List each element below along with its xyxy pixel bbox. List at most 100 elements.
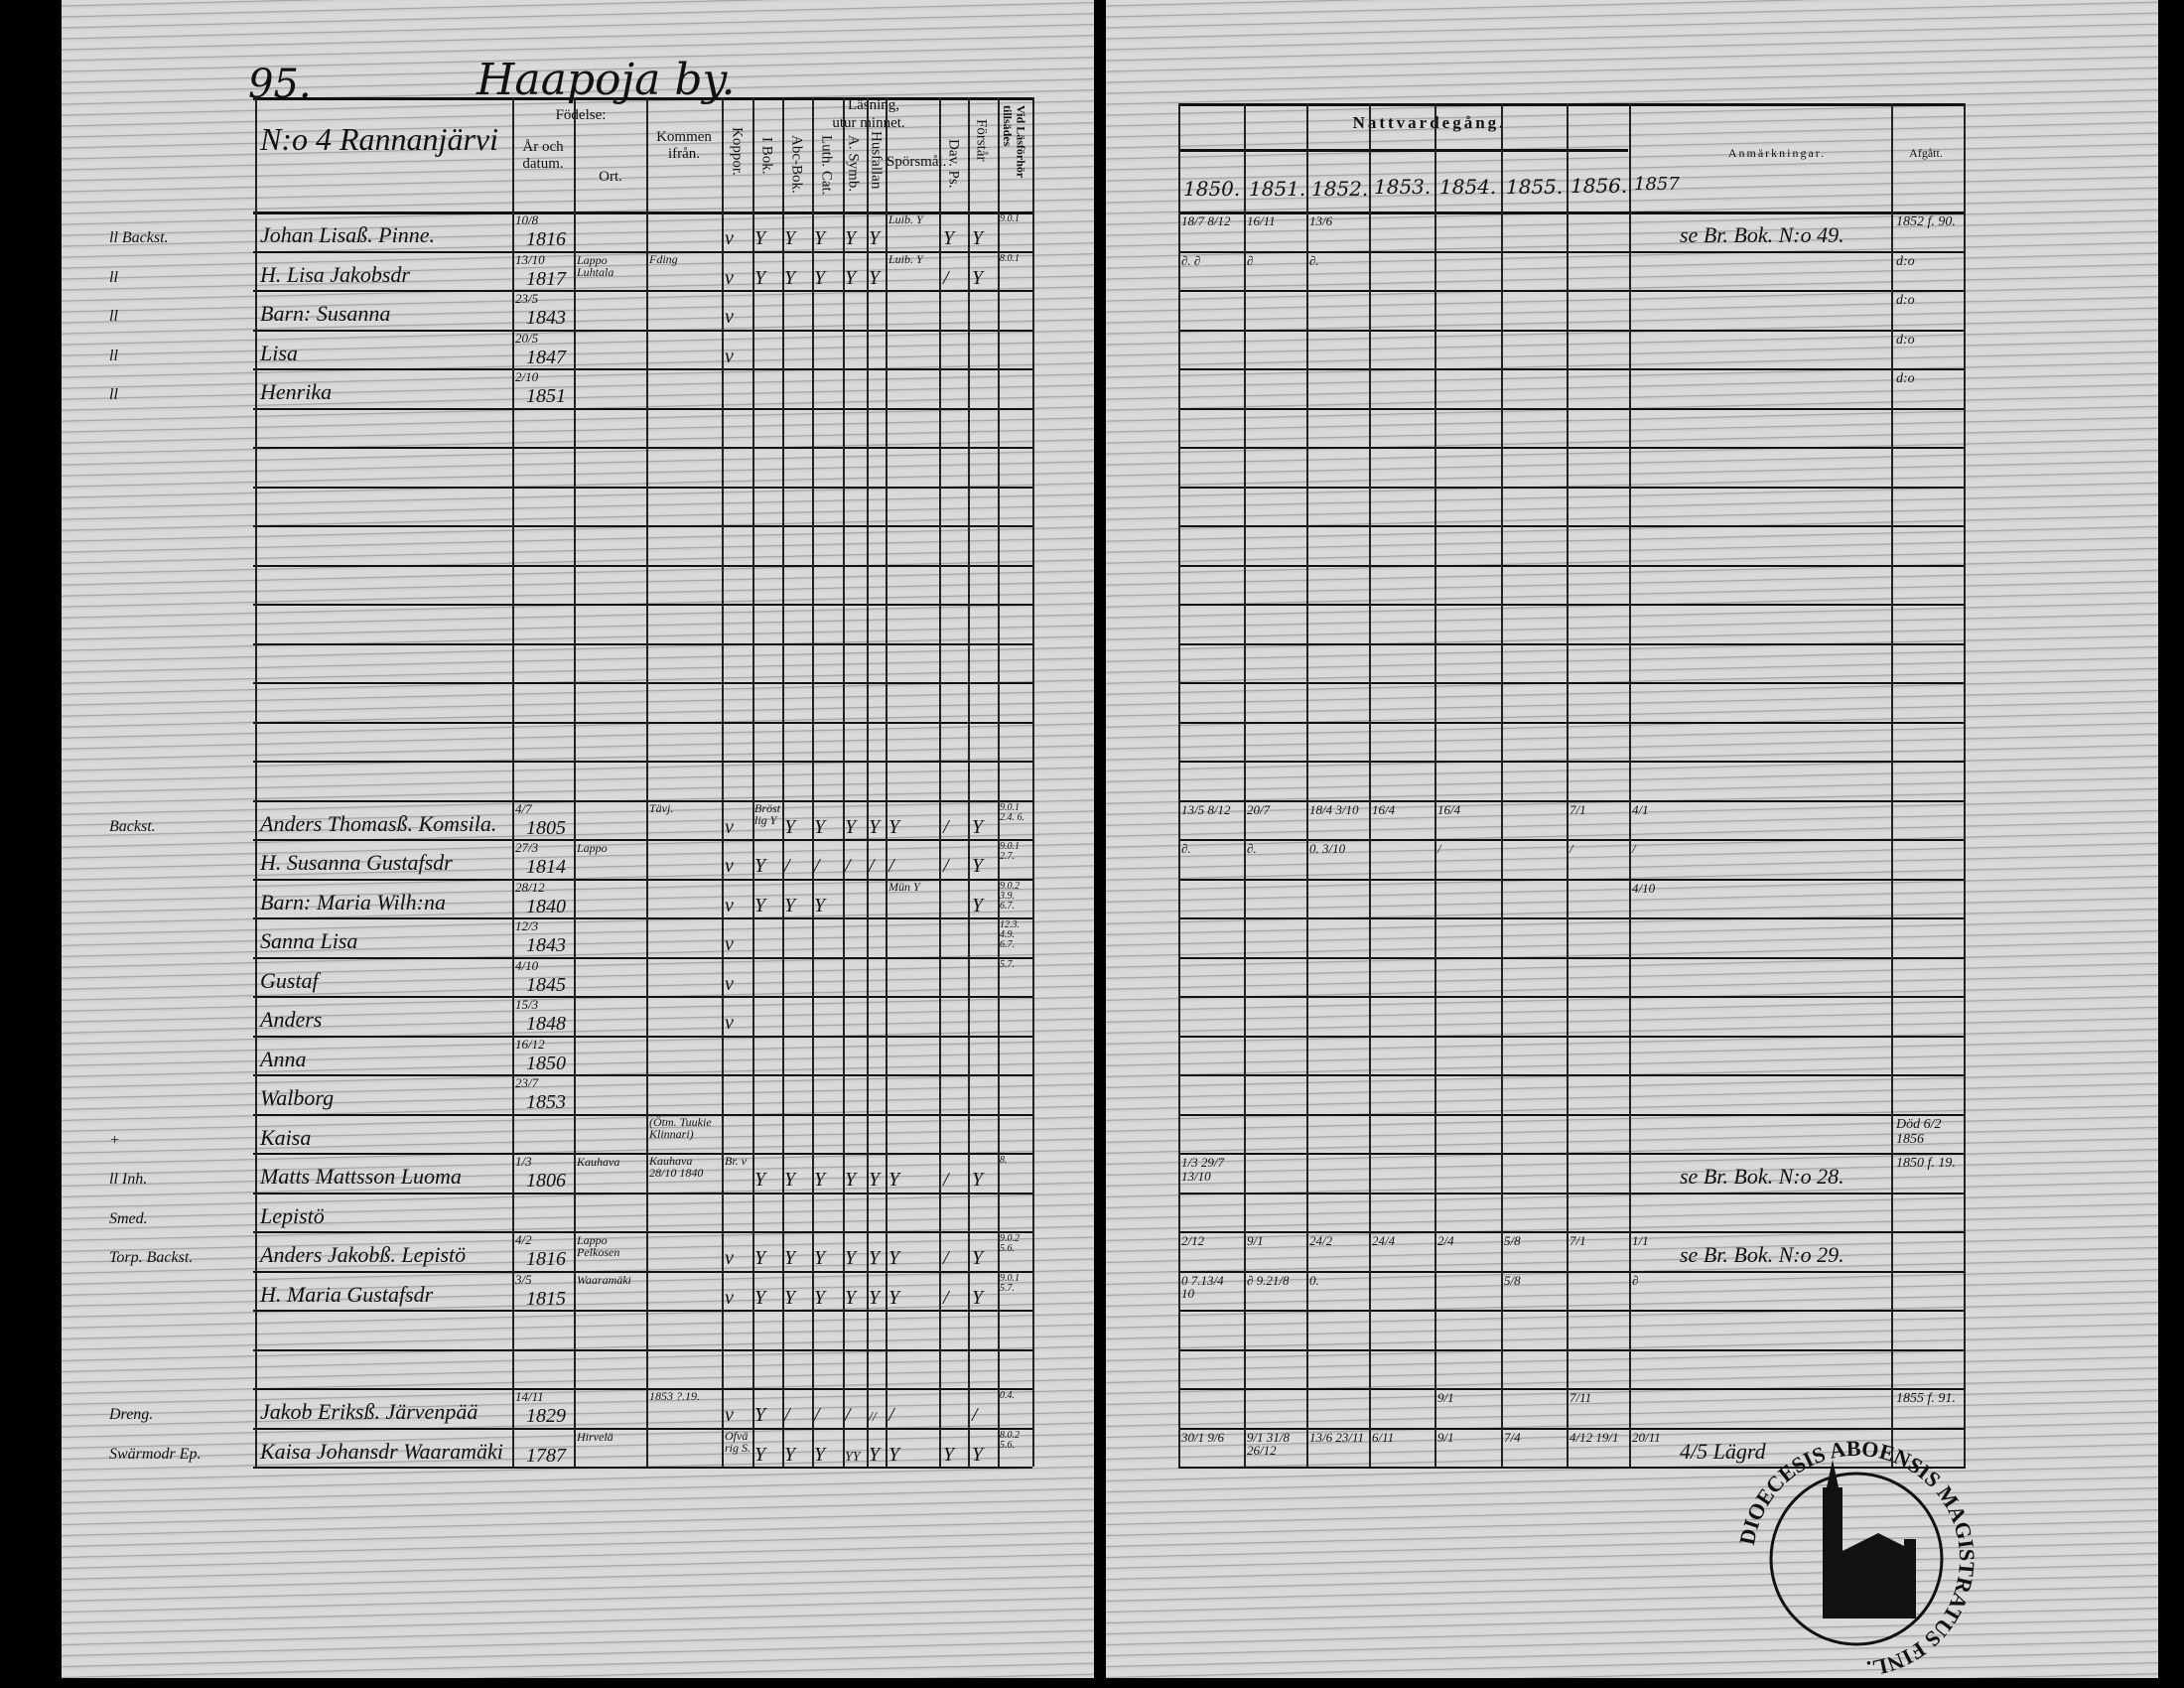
reading-mark: Y (845, 1247, 857, 1269)
village-title: Haapoja by. (477, 55, 736, 105)
status-note: Smed. (109, 1209, 148, 1227)
reading-mark: / (869, 855, 875, 877)
row-rule (253, 486, 1032, 489)
reading-mark: Y (784, 1286, 796, 1309)
communion-date: 20/7 (1247, 801, 1271, 817)
communion-date: 18/4 3/10 (1309, 801, 1359, 817)
register-entry: H. Maria Gustafsdr 3/5 1815 Waaramäki v Y Y Y Y Y… (0, 1271, 2184, 1311)
status-note: ll (109, 308, 118, 325)
row-rule (1178, 878, 1966, 881)
came-from: (Ötm. Tuukie Klinnari) (649, 1114, 712, 1141)
reading-mark: Y (754, 1286, 766, 1309)
register-entry: Anders 15/3 1848 v (0, 996, 2184, 1036)
status-note: ll Inh. (109, 1171, 148, 1188)
came-from-header: Kommen ifrån. (656, 129, 712, 162)
exam-note: 5.7. (1000, 958, 1015, 970)
communion-date: 0. (1309, 1272, 1319, 1288)
header-rule (1178, 149, 1628, 152)
reading-mark: Y (754, 894, 766, 916)
column-rule (782, 97, 784, 1467)
row-rule (253, 604, 1032, 606)
person-name: Walborg (260, 1085, 335, 1110)
reading-mark: Y (814, 1286, 826, 1309)
reading-mark: Y (754, 1247, 766, 1269)
reading-mark: Y (754, 855, 766, 877)
exam-note: 9.0.1 2.4. 6. (1000, 801, 1024, 823)
reading-mark: Y (972, 1169, 984, 1191)
row-rule (1178, 642, 1966, 645)
reading-mark: Y (845, 1169, 857, 1191)
communion-date: 1/3 29/7 13/10 (1181, 1155, 1224, 1184)
reading-mark: Y (888, 1286, 900, 1309)
column-rule (886, 97, 887, 1467)
exam-note: 9.0.2 5.6. (1000, 1233, 1020, 1254)
reading-mark: Y (972, 227, 984, 249)
person-name: Kaisa Johansdr Waaramäki (260, 1438, 503, 1464)
person-name: H. Lisa Jakobsdr (260, 261, 410, 287)
row-rule (1178, 407, 1966, 410)
communion-date: 2/4 (1437, 1233, 1454, 1248)
row-rule (253, 1348, 1032, 1351)
person-name: Johan Lisaß. Pinne. (260, 222, 435, 247)
reading-mark: // (869, 1410, 877, 1425)
smallpox-mark: v (725, 855, 734, 877)
row-rule (253, 1310, 1032, 1312)
communion-date: 5/8 (1504, 1233, 1521, 1248)
reading-mark: Y (845, 1286, 857, 1309)
birth-year: 1847 (526, 346, 566, 368)
communion-date: ∂ 9.21/8 (1247, 1272, 1290, 1288)
row-rule (1178, 1074, 1966, 1076)
reading-mark: Luib. Y (888, 212, 923, 226)
person-name: Matts Mattsson Luoma (260, 1164, 462, 1189)
birth-year: 1816 (526, 1248, 566, 1270)
understands-header: Förstår (973, 119, 990, 162)
register-entry: Dreng. Jakob Eriksß. Järvenpää 14/11 1829 18… (0, 1388, 2184, 1428)
smallpox-mark: v (725, 266, 734, 289)
reading-mark: Y (972, 855, 984, 877)
row-rule (253, 368, 1032, 370)
came-from: Tävj. (649, 800, 674, 815)
row-rule (1178, 564, 1966, 567)
status-note: Torp. Backst. (109, 1249, 194, 1266)
reading-mark: / (943, 1286, 949, 1309)
row-rule (253, 1467, 1032, 1469)
reading-mark: Y (869, 227, 881, 249)
column-rule (1501, 103, 1503, 1467)
person-name: Anna (260, 1046, 307, 1071)
status-note: ll (109, 347, 118, 364)
row-rule (253, 1270, 1032, 1273)
communion-date: 24/4 (1372, 1233, 1396, 1248)
birth-year: 1843 (526, 934, 566, 956)
birth-year: 1829 (526, 1405, 566, 1427)
reading-mark: Y (814, 266, 826, 289)
row-rule (253, 956, 1032, 959)
row-rule (1178, 956, 1966, 959)
departed-note: 1855 f. 91. (1896, 1391, 1956, 1406)
farm-title: N:o 4 Rannanjärvi (260, 121, 498, 157)
row-rule (253, 1427, 1032, 1430)
book-header: I Bok. (758, 137, 775, 175)
came-from: 1853 ?.19. (649, 1389, 700, 1403)
communion-date: 1/1 (1632, 1233, 1649, 1248)
reading-mark: / (784, 855, 790, 877)
came-from: Fding (649, 251, 678, 266)
row-rule (1178, 1427, 1966, 1430)
birth-day-month: 14/11 (515, 1389, 544, 1404)
reading-mark: / (784, 1404, 790, 1426)
column-rule (939, 97, 941, 1467)
register-entry: Smed. Lepistö (0, 1193, 2184, 1232)
reading-mark: / (814, 855, 820, 877)
communion-date: 9/1 (1437, 1390, 1454, 1405)
smallpox-mark: v (725, 1012, 734, 1034)
birth-day-month: 23/5 (515, 291, 539, 306)
row-rule (253, 1388, 1032, 1390)
departed-note: d:o (1896, 293, 1915, 308)
register-entry: ll Inh. Matts Mattsson Luoma 1/3 1806 Kauhav… (0, 1153, 2184, 1193)
status-note: Backst. (109, 817, 156, 835)
communion-date: 13/6 23/11 (1309, 1429, 1365, 1445)
communion-date: 9/1 (1437, 1429, 1454, 1445)
birth-place: Hirvelä (577, 1429, 614, 1444)
row-rule (1178, 799, 1966, 802)
status-note: Dreng. (109, 1406, 154, 1423)
